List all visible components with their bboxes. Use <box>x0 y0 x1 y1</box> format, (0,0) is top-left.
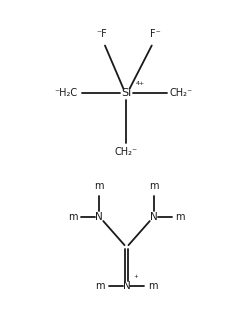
Text: Si: Si <box>121 88 131 98</box>
Text: m: m <box>68 212 77 221</box>
Text: 4+: 4+ <box>135 81 145 86</box>
Text: +: + <box>133 274 138 279</box>
Text: N: N <box>122 281 130 291</box>
Text: m: m <box>148 181 158 191</box>
Text: ⁻H₂C: ⁻H₂C <box>54 88 77 98</box>
Text: m: m <box>148 281 157 291</box>
Text: ⁻F: ⁻F <box>96 29 107 39</box>
Text: CH₂⁻: CH₂⁻ <box>114 147 138 157</box>
Text: m: m <box>94 181 104 191</box>
Text: CH₂⁻: CH₂⁻ <box>169 88 192 98</box>
Text: m: m <box>95 281 104 291</box>
Text: F⁻: F⁻ <box>149 29 160 39</box>
Text: N: N <box>149 212 157 221</box>
Text: N: N <box>95 212 103 221</box>
Text: m: m <box>175 212 184 221</box>
